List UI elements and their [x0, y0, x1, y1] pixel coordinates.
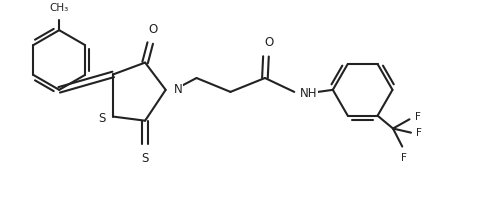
Text: F: F [401, 153, 407, 163]
Text: N: N [173, 83, 182, 96]
Text: O: O [264, 36, 273, 49]
Text: NH: NH [299, 88, 317, 100]
Text: S: S [99, 112, 106, 125]
Text: F: F [416, 128, 422, 138]
Text: CH₃: CH₃ [49, 3, 69, 13]
Text: S: S [141, 152, 149, 165]
Text: O: O [149, 23, 158, 36]
Text: F: F [415, 112, 421, 122]
